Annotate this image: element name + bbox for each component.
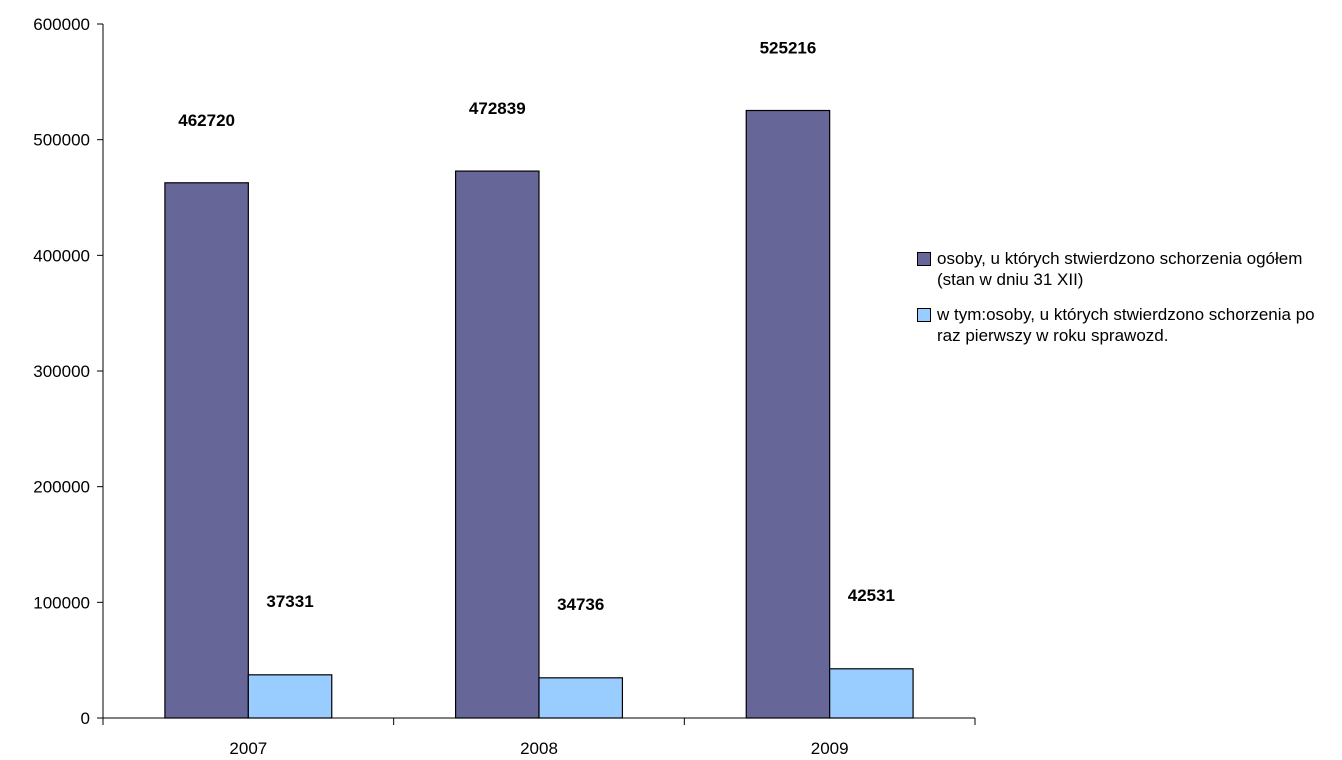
- y-tick-label: 100000: [33, 593, 90, 612]
- legend-swatch-series-1: [917, 252, 931, 266]
- bar-series-1-2007: [164, 182, 249, 719]
- legend-swatch-series-2: [917, 308, 931, 322]
- legend: osoby, u których stwierdzono schorzenia …: [915, 248, 1340, 360]
- y-tick-label: 500000: [33, 131, 90, 150]
- x-axis: 2007 2008 2009: [102, 717, 976, 758]
- data-label: 472839: [469, 99, 526, 118]
- y-tick-label: 200000: [33, 478, 90, 497]
- legend-label-series-2: w tym:osoby, u których stwierdzono schor…: [937, 305, 1315, 345]
- data-labels: 462720 37331 472839 34736 525216 42531: [178, 39, 895, 614]
- bar-series-1-2008: [454, 170, 540, 719]
- x-tick-label: 2009: [811, 739, 849, 758]
- legend-item-series-2: w tym:osoby, u których stwierdzono schor…: [915, 304, 1340, 346]
- legend-label-series-1: osoby, u których stwierdzono schorzenia …: [937, 249, 1303, 289]
- data-label: 34736: [557, 595, 604, 614]
- legend-item-series-1: osoby, u których stwierdzono schorzenia …: [915, 248, 1340, 290]
- bars: [164, 109, 914, 719]
- y-tick-label: 400000: [33, 246, 90, 265]
- data-label: 525216: [760, 39, 817, 58]
- bar-series-2-2008: [538, 677, 624, 719]
- bar-series-2-2009: [829, 668, 914, 719]
- y-tick-label: 600000: [33, 15, 90, 34]
- bar-series-2-2007: [247, 674, 333, 719]
- y-tick-label: 300000: [33, 362, 90, 381]
- x-tick-label: 2007: [229, 739, 267, 758]
- data-label: 37331: [266, 592, 313, 611]
- y-tick-label: 0: [81, 709, 90, 728]
- x-tick-label: 2008: [520, 739, 558, 758]
- bar-series-1-2009: [745, 109, 831, 719]
- y-axis: 0 100000 200000 300000 400000 500000 600000: [33, 15, 104, 728]
- data-label: 42531: [848, 586, 895, 605]
- data-label: 462720: [178, 111, 235, 130]
